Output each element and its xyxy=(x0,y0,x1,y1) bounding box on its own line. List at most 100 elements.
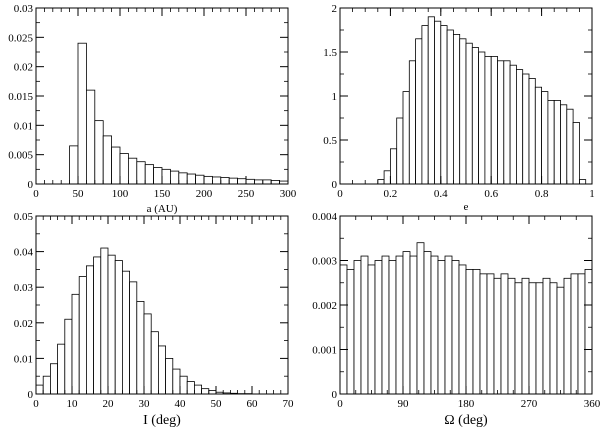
x-tick-label: 10 xyxy=(67,398,79,410)
histogram-bar xyxy=(69,145,79,185)
y-tick-label: 1 xyxy=(332,91,338,103)
x-tick-label: 20 xyxy=(103,398,115,410)
x-tick-label: 0.6 xyxy=(484,188,498,200)
histogram-bar xyxy=(471,47,479,185)
histogram-bar xyxy=(245,178,255,185)
histogram-bar xyxy=(86,265,95,395)
histogram-bar xyxy=(542,277,551,395)
histogram-bar xyxy=(459,38,467,185)
x-tick-label: 200 xyxy=(196,188,213,200)
histogram-bar xyxy=(534,86,542,185)
y-tick-label: 0.05 xyxy=(14,211,34,223)
histogram-bar xyxy=(94,120,104,185)
histogram-bar xyxy=(153,167,163,185)
histogram-bar xyxy=(549,282,558,395)
histogram-bar xyxy=(353,260,362,395)
histogram-bar xyxy=(522,73,530,185)
histogram-bar xyxy=(129,281,138,395)
histogram-bar xyxy=(451,260,460,395)
histogram-bar xyxy=(402,251,411,395)
histogram-bar xyxy=(509,64,517,185)
x-tick-label: 300 xyxy=(280,188,297,200)
histogram-bar xyxy=(71,293,80,395)
histogram-bar xyxy=(444,255,453,395)
y-tick-label: 0.003 xyxy=(312,256,337,268)
y-tick-label: 0.03 xyxy=(14,3,34,15)
x-tick-label: 60 xyxy=(247,398,259,410)
histogram-bar xyxy=(102,135,112,185)
x-tick-label: 1 xyxy=(589,188,595,200)
x-tick-label: 180 xyxy=(458,398,475,410)
histogram-bar xyxy=(172,368,181,395)
histogram-bar xyxy=(440,25,448,185)
x-axis-label: I (deg) xyxy=(143,413,181,428)
histogram-bar xyxy=(541,91,549,185)
histogram-bar xyxy=(402,91,410,185)
histogram-bar xyxy=(35,384,44,395)
histogram-bar xyxy=(570,273,579,395)
histogram-bar xyxy=(57,343,66,395)
x-tick-label: 50 xyxy=(211,398,223,410)
histogram-bar xyxy=(186,173,196,185)
histogram-bar xyxy=(50,363,59,395)
histogram-bar xyxy=(478,51,486,185)
histogram-bar xyxy=(584,268,593,395)
histogram-panel-3: 0 10 20 30 40 50 60 70 0 0.01 0.02 0.03 0.04 0.05 I (d… xyxy=(14,211,294,428)
x-axis-label: Ω (deg) xyxy=(444,413,488,428)
histogram-bar xyxy=(119,153,129,185)
x-tick-label: 0.2 xyxy=(384,188,398,200)
histogram-bar xyxy=(201,388,210,395)
y-tick-label: 0.02 xyxy=(14,318,33,330)
x-tick-label: 0 xyxy=(33,398,39,410)
y-tick-label: 0.002 xyxy=(312,300,337,312)
histogram-bar xyxy=(150,331,159,395)
histogram-bar xyxy=(253,179,264,185)
histogram-bar xyxy=(553,100,561,185)
y-tick-label: 0.015 xyxy=(8,91,33,103)
histogram-bar xyxy=(270,180,281,185)
histogram-bar xyxy=(111,146,121,185)
histogram-bar xyxy=(497,60,505,185)
x-tick-label: 100 xyxy=(112,188,129,200)
histogram-bar xyxy=(127,157,138,185)
histogram-bar xyxy=(514,282,523,395)
histogram-bar xyxy=(78,276,87,395)
histogram-bar xyxy=(493,277,502,395)
y-tick-label: 0.004 xyxy=(312,211,337,223)
histogram-bar xyxy=(507,277,516,395)
y-tick-label: 0.01 xyxy=(14,120,33,132)
histogram-bar xyxy=(396,117,404,185)
histogram-bar xyxy=(556,286,565,395)
histogram-bar xyxy=(193,384,202,395)
histogram-bar xyxy=(465,268,474,395)
x-tick-label: 40 xyxy=(175,398,187,410)
histogram-bar xyxy=(547,100,555,185)
histogram-bar xyxy=(346,268,355,395)
histogram-bar xyxy=(86,89,96,185)
histogram-panel-2: 0 0.2 0.4 0.6 0.8 1 0 0.5 1 1.5 2 e xyxy=(323,3,595,213)
histogram-bar xyxy=(415,38,423,185)
histogram-bar xyxy=(528,282,537,395)
histogram-bar xyxy=(179,375,188,395)
histogram-bar xyxy=(572,122,580,185)
histogram-bar xyxy=(367,264,376,395)
histogram-bar xyxy=(465,42,473,185)
histogram-bar xyxy=(93,256,102,395)
histogram-bar xyxy=(165,357,174,395)
histogram-bar xyxy=(381,255,390,395)
histogram-bar xyxy=(169,170,180,185)
histogram-bar xyxy=(374,260,383,395)
x-tick-label: 0 xyxy=(337,398,343,410)
x-tick-label: 70 xyxy=(283,398,295,410)
x-tick-label: 90 xyxy=(398,398,410,410)
histogram-bar xyxy=(360,255,369,395)
histogram-bar xyxy=(516,69,524,185)
histogram-bar xyxy=(452,34,461,185)
histogram-bar xyxy=(490,56,498,185)
y-tick-label: 0 xyxy=(28,389,34,401)
y-tick-label: 0.02 xyxy=(14,62,33,74)
histogram-bar xyxy=(77,42,87,185)
histogram-bar xyxy=(161,168,171,185)
x-tick-label: 150 xyxy=(154,188,171,200)
